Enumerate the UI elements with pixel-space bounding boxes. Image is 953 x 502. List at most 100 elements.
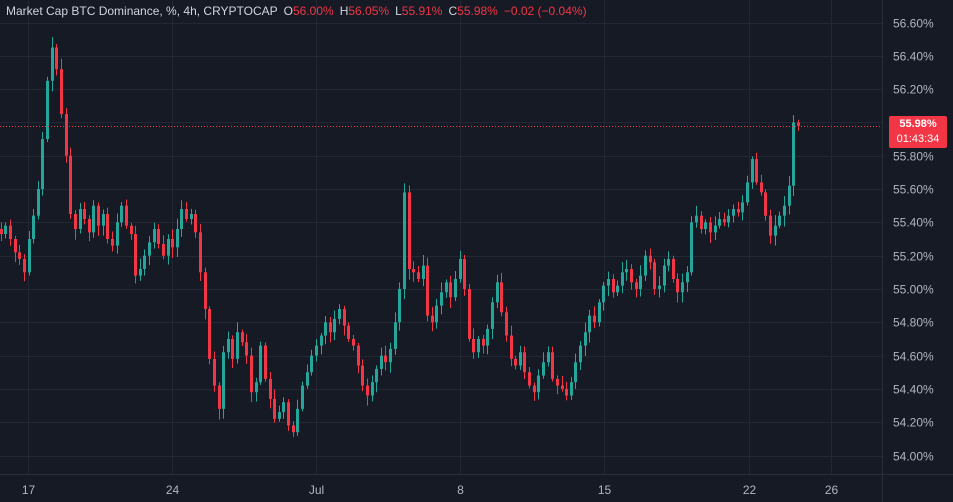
candle-body xyxy=(644,255,647,276)
candle-body xyxy=(134,234,137,276)
candle-body xyxy=(204,272,207,309)
candle-body xyxy=(764,192,767,216)
candle xyxy=(222,345,225,419)
candle-body xyxy=(287,402,290,426)
candle-body xyxy=(630,268,633,283)
candle-body xyxy=(269,378,272,399)
candle xyxy=(338,304,341,325)
candle-body xyxy=(523,352,526,373)
candle xyxy=(723,212,726,227)
y-tick-label: 56.40% xyxy=(893,50,934,64)
candle-body xyxy=(74,214,77,230)
candle xyxy=(116,213,119,254)
candle-body xyxy=(737,209,740,213)
candle-body xyxy=(171,239,174,248)
close-label: C xyxy=(448,4,458,18)
candle-body xyxy=(533,385,536,393)
candle xyxy=(422,255,425,287)
candle-body xyxy=(333,318,336,333)
candle xyxy=(500,272,503,317)
candle-body xyxy=(537,375,540,393)
candle-body xyxy=(41,139,44,190)
candle-body xyxy=(398,288,401,323)
candle xyxy=(472,328,475,360)
y-tick-label: 54.80% xyxy=(893,316,934,330)
y-tick-label: 55.40% xyxy=(893,216,934,230)
candle xyxy=(180,200,183,237)
candle-body xyxy=(500,282,503,313)
candle xyxy=(264,342,267,382)
candle-body xyxy=(282,402,285,413)
candle xyxy=(644,250,647,281)
symbol-legend: Market Cap BTC Dominance, %, 4h, CRYPTOC… xyxy=(6,3,587,19)
candle-body xyxy=(579,345,582,363)
candle xyxy=(556,375,559,395)
candle-body xyxy=(783,205,786,216)
candle-body xyxy=(222,352,225,409)
candle-body xyxy=(347,325,350,339)
candle xyxy=(398,282,401,331)
candle xyxy=(125,199,128,229)
candle xyxy=(185,201,188,222)
candle-body xyxy=(792,122,795,186)
candle xyxy=(445,279,448,298)
candle xyxy=(69,147,72,219)
candle-body xyxy=(199,232,202,273)
candle xyxy=(287,399,290,431)
candle-body xyxy=(301,385,304,409)
candle xyxy=(769,209,772,244)
candle-body xyxy=(394,322,397,349)
candle xyxy=(667,251,670,272)
candle-body xyxy=(120,205,123,223)
candle xyxy=(653,258,656,295)
candle xyxy=(245,333,248,364)
candle xyxy=(625,259,628,281)
candle-body xyxy=(320,335,323,346)
candle xyxy=(310,349,313,376)
candle xyxy=(32,209,35,244)
candle xyxy=(718,212,721,229)
candle xyxy=(4,222,7,239)
candle xyxy=(352,334,355,351)
candle xyxy=(714,216,717,240)
candle-body xyxy=(357,345,360,366)
candle xyxy=(565,381,568,401)
candle-body xyxy=(616,285,619,293)
candle xyxy=(774,215,777,246)
candle-body xyxy=(255,382,258,393)
candle xyxy=(324,316,327,345)
open-label: O xyxy=(283,4,293,18)
candle-body xyxy=(55,47,58,70)
candle xyxy=(46,76,49,142)
candle xyxy=(612,274,615,298)
candle xyxy=(273,389,276,423)
candle xyxy=(561,375,564,392)
candle-body xyxy=(574,362,577,383)
candle xyxy=(584,322,587,356)
last-price-badge: 55.98% 01:43:34 xyxy=(889,116,947,148)
candle-body xyxy=(621,272,624,286)
candle-body xyxy=(477,338,480,353)
candle-body xyxy=(602,285,605,303)
candle-body xyxy=(528,372,531,386)
candle xyxy=(477,336,480,358)
candle-body xyxy=(296,408,299,433)
candle-body xyxy=(426,265,429,316)
candle-body xyxy=(408,192,411,269)
candle xyxy=(162,235,165,260)
candle xyxy=(528,366,531,389)
candle xyxy=(551,346,554,382)
candle-body xyxy=(37,189,40,216)
candle xyxy=(431,306,434,332)
candle-body xyxy=(106,214,109,239)
candle-body xyxy=(412,268,415,273)
candle-body xyxy=(639,275,642,289)
candle-body xyxy=(482,338,485,346)
candle xyxy=(143,249,146,276)
candle-body xyxy=(60,69,63,115)
candle-body xyxy=(663,265,666,286)
candle xyxy=(681,273,684,303)
candle-body xyxy=(542,362,545,376)
